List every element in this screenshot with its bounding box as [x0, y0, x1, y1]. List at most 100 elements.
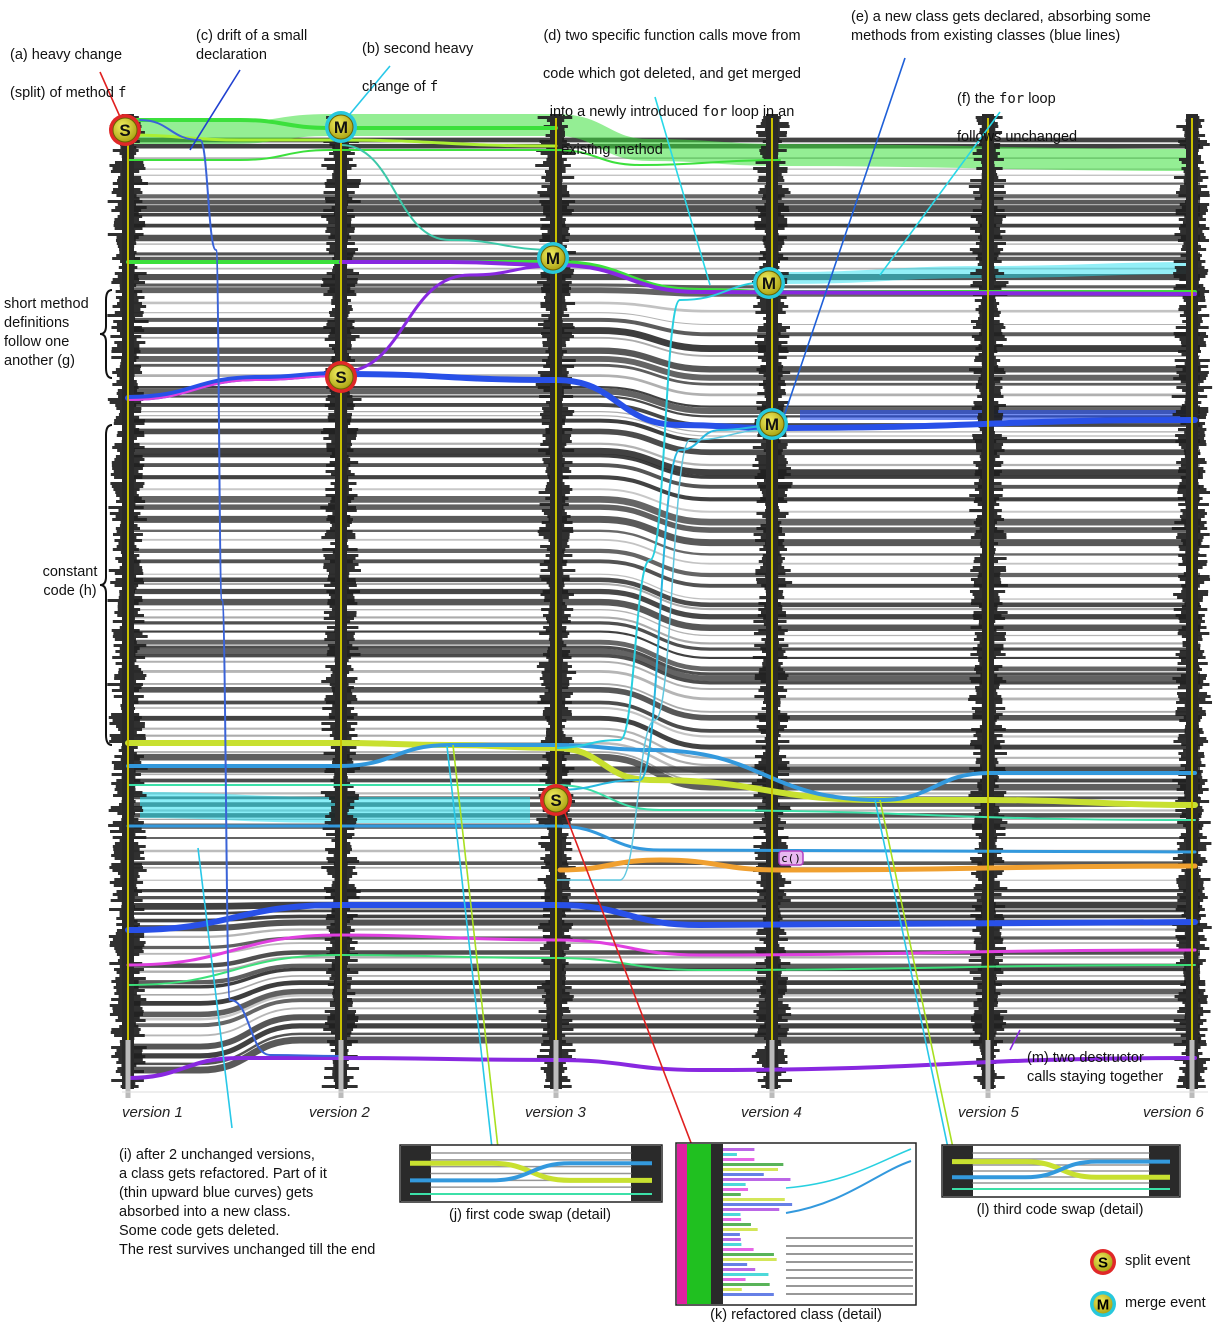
merge-event-f-disc — [756, 270, 782, 296]
inset-k — [675, 1142, 917, 1306]
gray-code-line — [122, 645, 1200, 676]
annotation-f-line1-post: loop — [1024, 91, 1056, 107]
inset-l — [941, 1144, 1181, 1198]
split-event-g-disc — [328, 364, 354, 390]
annotation-e: (e) a new class gets declared, absorbing… — [851, 9, 1151, 44]
inset-l-right-column — [1149, 1146, 1179, 1196]
inset-j-left-column — [401, 1146, 431, 1201]
inset-k-fragment — [723, 1293, 774, 1296]
inset-k-fragment — [723, 1218, 742, 1221]
merge-event-b-disc — [328, 114, 354, 140]
inset-k-fragment — [723, 1288, 742, 1291]
gray-code-line — [122, 988, 1200, 1018]
inset-k-fragment — [723, 1153, 737, 1156]
leader-b — [344, 65, 391, 121]
gray-code-line — [122, 687, 1200, 721]
cyan-glow-band — [139, 792, 530, 823]
inset-k-fragment — [723, 1148, 755, 1151]
c-call-label: c() — [778, 850, 804, 866]
purple-line-bottom — [126, 1056, 1197, 1080]
event-markers: S M M M S M S — [109, 111, 788, 816]
gray-code-line — [122, 573, 1200, 600]
annotation-d-line2: code which got deleted, and get merged — [543, 66, 801, 82]
gray-code-line — [122, 1023, 1200, 1059]
inset-k-fragment — [723, 1188, 749, 1191]
annotation-a-line1: (a) heavy change — [10, 47, 123, 63]
annotation-i: (i) after 2 unchanged versions, a class … — [119, 1147, 376, 1258]
annotation-b-line2: change of — [362, 79, 430, 95]
inset-k-fragment — [723, 1233, 740, 1236]
gray-code-line — [122, 715, 1200, 750]
inset-k-fragment — [723, 1158, 755, 1161]
version-label-5: version 5 — [958, 1104, 1019, 1121]
leader-l-2 — [874, 799, 949, 1149]
c-call-box — [778, 850, 804, 866]
leader-k — [559, 799, 694, 1149]
inset-k-fragment — [723, 1173, 764, 1176]
merge-event-b: M — [325, 111, 357, 143]
leader-c — [189, 69, 241, 151]
legend-merge-label: merge event — [1125, 1295, 1206, 1311]
blue-line-main — [125, 370, 1198, 432]
gray-code-line — [122, 317, 1200, 337]
merge-event-f: M — [753, 267, 785, 299]
blue-line-lower — [125, 902, 1198, 933]
legend-split-disc — [1093, 1252, 1113, 1272]
annotation-g: short method definitions follow one anot… — [4, 296, 89, 369]
inset-k-fragment — [723, 1238, 741, 1241]
gray-code-line — [122, 1014, 1200, 1050]
annotation-f: (f) the for loop follows unchanged — [957, 71, 1077, 147]
annotation-f-code: for — [998, 91, 1025, 107]
annotation-d-line4: existing method — [561, 142, 663, 158]
annotation-d-code: for — [702, 104, 728, 120]
gray-code-line — [122, 388, 1200, 415]
thin-blue-drift — [139, 119, 342, 1057]
inset-j-blue-line — [410, 1161, 652, 1183]
leader-e — [779, 57, 906, 429]
inset-k-fragment — [723, 1268, 756, 1271]
gray-code-line — [122, 1032, 1200, 1066]
split-event-a: S — [109, 114, 141, 146]
inset-k-fragment — [723, 1198, 785, 1201]
leader-l-1 — [879, 799, 954, 1149]
gray-code-line — [122, 639, 1200, 672]
gray-code-line — [122, 428, 1200, 456]
annotation-b-code: f — [429, 79, 439, 95]
leader-d — [654, 96, 711, 286]
legend: SM — [1090, 1249, 1116, 1317]
inset-k-fragment — [723, 1213, 741, 1216]
magenta-line-1 — [127, 375, 342, 401]
gray-code-line — [122, 994, 1200, 1021]
version-tick-5 — [985, 1040, 991, 1098]
gray-code-line — [122, 463, 1200, 489]
inset-l-left-column — [943, 1146, 973, 1196]
cyan-curve-2 — [555, 425, 773, 791]
gray-code-line — [122, 1007, 1200, 1037]
tracked-code-lines — [125, 118, 1198, 1080]
inset-k-fragment — [723, 1248, 754, 1251]
blue-line-swap — [126, 743, 1197, 803]
merge-event-d: M — [537, 242, 569, 274]
legend-split-letter: S — [1098, 1255, 1108, 1272]
inset-k-fragment — [723, 1168, 779, 1171]
inset-k-green-strip — [687, 1144, 711, 1304]
split-event-k: S — [540, 784, 572, 816]
gray-code-line — [122, 548, 1200, 578]
inset-l-blue-line — [952, 1159, 1170, 1180]
version-label-3: version 3 — [525, 1104, 586, 1121]
leader-j-1 — [452, 744, 499, 1149]
inset-j-caption: (j) first code swap (detail) — [449, 1207, 611, 1223]
version-tick-6 — [1189, 1040, 1195, 1098]
inset-k-fragment — [723, 1228, 758, 1231]
gray-code-line — [122, 727, 1200, 759]
legend-merge-disc — [1093, 1294, 1113, 1314]
gray-code-line — [122, 998, 1200, 1028]
legend-merge-icon: M — [1090, 1291, 1116, 1317]
merge-event-d-letter: M — [546, 249, 560, 268]
split-event-k-letter: S — [550, 791, 561, 810]
inset-k-fragment — [723, 1258, 777, 1261]
annotation-h: constant code (h) — [42, 564, 98, 599]
gray-code-line — [122, 312, 1200, 325]
inset-j-right-column — [631, 1146, 661, 1201]
version-label-1: version 1 — [122, 1104, 183, 1121]
